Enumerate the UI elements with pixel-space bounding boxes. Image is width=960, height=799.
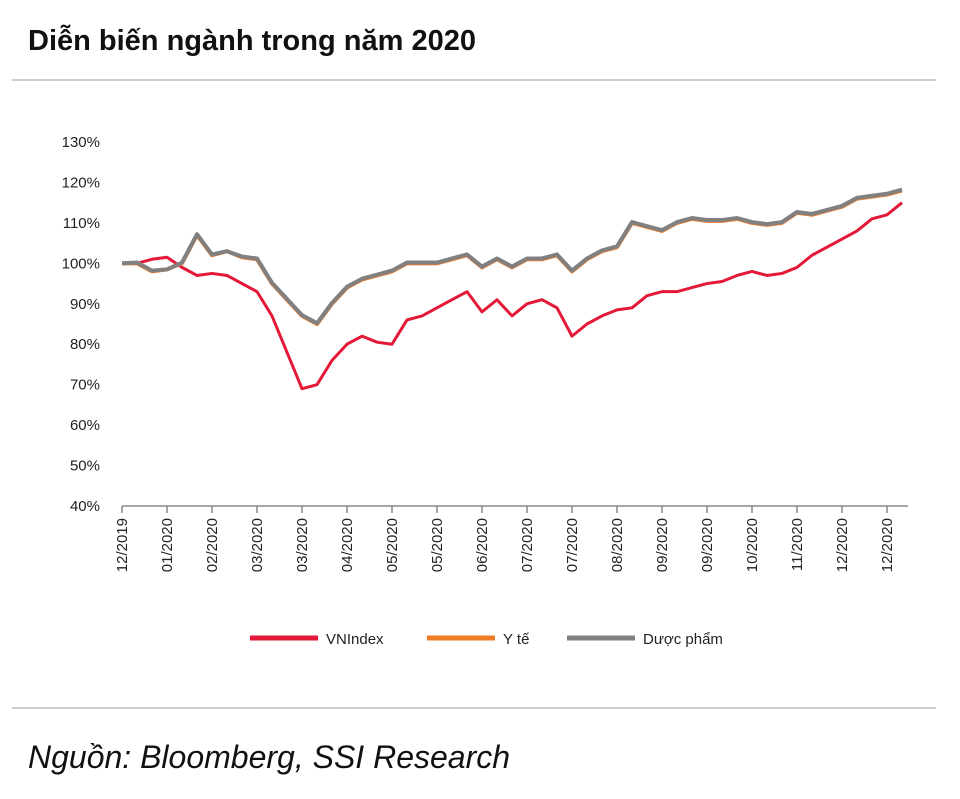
y-tick-label: 80% [70, 336, 100, 353]
legend-label: Dược phẩm [643, 631, 723, 648]
x-tick-label: 01/2020 [159, 518, 176, 572]
legend-label: Y tế [503, 631, 530, 648]
y-tick-label: 70% [70, 377, 100, 394]
y-tick-label: 120% [62, 174, 100, 191]
series-line [121, 187, 903, 326]
legend-label: VNIndex [326, 631, 384, 648]
x-tick-label: 12/2020 [879, 518, 896, 572]
source-note: Nguồn: Bloomberg, SSI Research [28, 739, 510, 775]
x-tick-label: 08/2020 [609, 518, 626, 572]
y-tick-label: 130% [62, 134, 100, 151]
x-tick-label: 03/2020 [249, 518, 266, 572]
y-tick-label: 110% [63, 215, 100, 232]
x-tick-label: 07/2020 [519, 518, 536, 572]
x-tick-label: 09/2020 [654, 518, 671, 572]
y-tick-label: 60% [70, 417, 100, 434]
chart-title: Diễn biến ngành trong năm 2020 [28, 23, 476, 57]
x-tick-label: 05/2020 [384, 518, 401, 572]
x-tick-label: 12/2019 [114, 518, 131, 572]
y-tick-label: 50% [70, 458, 100, 475]
x-tick-label: 11/2020 [789, 518, 806, 571]
x-tick-label: 03/2020 [294, 518, 311, 572]
x-tick-label: 07/2020 [564, 518, 581, 572]
y-tick-label: 100% [62, 255, 100, 272]
x-tick-label: 05/2020 [429, 518, 446, 572]
x-tick-label: 04/2020 [339, 518, 356, 572]
y-tick-label: 40% [70, 498, 100, 515]
series-line [122, 201, 903, 391]
x-tick-label: 12/2020 [834, 518, 851, 572]
x-tick-label: 02/2020 [204, 518, 221, 572]
x-tick-label: 10/2020 [744, 518, 761, 572]
x-tick-label: 09/2020 [699, 518, 716, 572]
y-tick-label: 90% [70, 296, 100, 313]
x-tick-label: 06/2020 [474, 518, 491, 572]
